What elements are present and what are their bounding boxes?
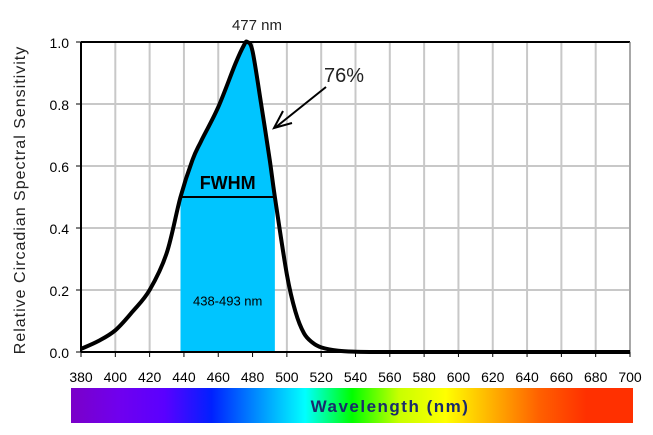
percent-label: 76% <box>324 65 364 87</box>
peak-label: 477 nm <box>232 17 282 34</box>
wavelength-colorbar <box>71 388 633 423</box>
grid <box>80 41 631 353</box>
x-tick-label: 440 <box>172 369 196 385</box>
x-tick-label: 460 <box>207 369 231 385</box>
x-tick-label: 600 <box>447 369 471 385</box>
x-tick-label: 480 <box>241 369 265 385</box>
y-tick-label: 0.6 <box>50 159 70 175</box>
x-tick-label: 640 <box>515 369 539 385</box>
axes <box>76 41 631 357</box>
x-tick-label: 500 <box>275 369 299 385</box>
x-tick-label: 680 <box>584 369 608 385</box>
y-tick-labels: 0.0 0.2 0.4 0.6 0.8 1.0 <box>50 35 70 361</box>
y-tick-label: 0.4 <box>50 221 70 237</box>
x-tick-label: 620 <box>481 369 505 385</box>
x-tick-label: 520 <box>310 369 334 385</box>
y-tick-label: 0.8 <box>50 97 70 113</box>
x-tick-label: 560 <box>378 369 402 385</box>
fwhm-range-label: 438-493 nm <box>193 294 262 309</box>
x-tick-label: 400 <box>104 369 128 385</box>
x-tick-label: 540 <box>344 369 368 385</box>
y-tick-label: 1.0 <box>50 35 70 51</box>
y-axis-label: Relative Circadian Spectral Sensitivity <box>12 46 29 354</box>
x-tick-label: 380 <box>69 369 93 385</box>
x-tick-label: 420 <box>138 369 162 385</box>
x-tick-labels: 380 400 420 440 460 480 500 520 540 560 580 600 620 6… <box>69 369 642 385</box>
x-axis-label: Wavelength (nm) <box>311 397 470 416</box>
fwhm-label: FWHM <box>200 173 256 193</box>
y-tick-label: 0.2 <box>50 283 70 299</box>
x-tick-label: 580 <box>412 369 436 385</box>
sensitivity-curve <box>80 39 630 355</box>
x-tick-label: 700 <box>618 369 642 385</box>
y-tick-label: 0.0 <box>50 345 70 361</box>
x-tick-label: 660 <box>550 369 574 385</box>
arrow-icon <box>272 86 327 130</box>
